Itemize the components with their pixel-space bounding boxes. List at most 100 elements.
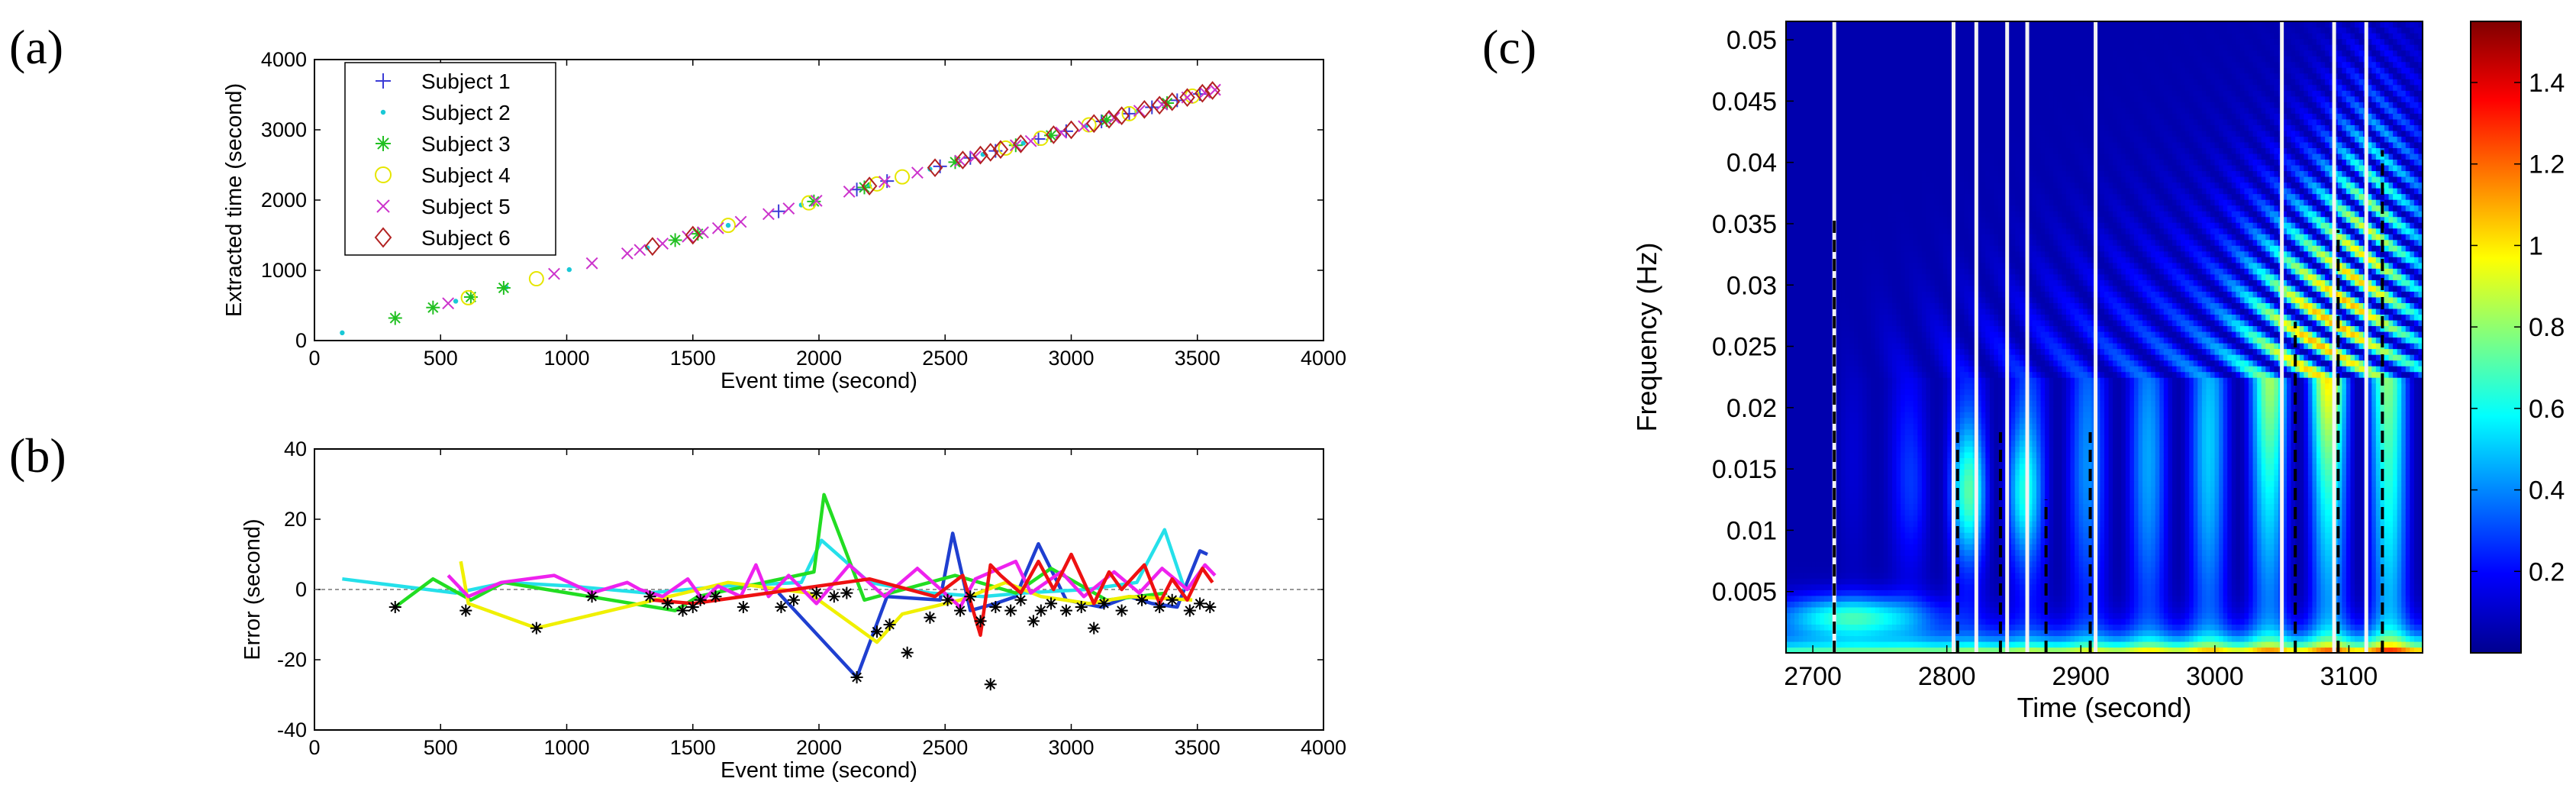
heatmap-cell xyxy=(1883,601,1889,608)
heatmap-cell xyxy=(1875,371,1880,378)
heatmap-cell xyxy=(1824,371,1830,378)
heatmap-cell xyxy=(1896,480,1901,487)
heatmap-cell xyxy=(1930,567,1936,573)
heatmap-cell xyxy=(1820,153,1825,160)
heatmap-cell xyxy=(1942,417,1948,424)
heatmap-cell xyxy=(1824,314,1830,321)
heatmap-cell xyxy=(1896,21,1901,28)
heatmap-cell xyxy=(1947,234,1952,241)
heatmap-cell xyxy=(1888,521,1893,528)
heatmap-cell xyxy=(1803,205,1808,212)
heatmap-cell xyxy=(1786,245,1791,252)
heatmap-cell xyxy=(1824,469,1830,476)
heatmap-cell xyxy=(1811,647,1817,653)
heatmap-cell xyxy=(1947,164,1952,172)
heatmap-cell xyxy=(1921,474,1927,482)
b-x-tick-label: 1500 xyxy=(670,736,716,759)
heatmap-cell xyxy=(1841,118,1846,125)
heatmap-cell xyxy=(1896,532,1901,539)
heatmap-cell xyxy=(1790,451,1795,458)
heatmap-cell xyxy=(1888,84,1893,91)
heatmap-cell xyxy=(1913,532,1918,539)
heatmap-cell xyxy=(1964,383,1969,389)
heatmap-cell xyxy=(1913,147,1918,154)
heatmap-cell xyxy=(1828,366,1833,373)
heatmap-cell xyxy=(1934,147,1939,154)
heatmap-cell xyxy=(1858,291,1863,298)
heatmap-cell xyxy=(1803,428,1808,435)
heatmap-cell xyxy=(1901,331,1906,338)
heatmap-cell xyxy=(1862,245,1868,252)
heatmap-cell xyxy=(1820,618,1825,625)
heatmap-cell xyxy=(1934,302,1939,309)
heatmap-cell xyxy=(1786,319,1791,327)
heatmap-cell xyxy=(1828,250,1833,257)
heatmap-cell xyxy=(1824,498,1830,505)
a-point-subject-6 xyxy=(927,158,943,178)
heatmap-cell xyxy=(1896,509,1901,516)
heatmap-cell xyxy=(1862,503,1868,510)
heatmap-cell xyxy=(1786,532,1791,539)
heatmap-cell xyxy=(1888,199,1893,206)
heatmap-cell xyxy=(1845,417,1850,424)
heatmap-cell xyxy=(1841,555,1846,562)
heatmap-cell xyxy=(1853,377,1859,384)
heatmap-cell xyxy=(1828,291,1833,298)
heatmap-cell xyxy=(1836,583,1842,590)
heatmap-cell xyxy=(1917,188,1923,195)
heatmap-cell xyxy=(1811,612,1817,619)
heatmap-cell xyxy=(1879,308,1884,315)
heatmap-cell xyxy=(1879,84,1884,91)
heatmap-cell xyxy=(1939,250,1944,257)
heatmap-cell xyxy=(1811,124,1817,131)
heatmap-cell xyxy=(1892,262,1897,269)
heatmap-cell xyxy=(1824,239,1830,246)
heatmap-cell xyxy=(1849,222,1855,229)
heatmap-cell xyxy=(1939,337,1944,344)
heatmap-cell xyxy=(1942,337,1948,344)
heatmap-cell xyxy=(1849,84,1855,91)
heatmap-cell xyxy=(1828,84,1833,91)
heatmap-cell xyxy=(1883,118,1889,125)
heatmap-cell xyxy=(1836,228,1842,234)
heatmap-cell xyxy=(1803,291,1808,298)
heatmap-cell xyxy=(1862,354,1868,361)
heatmap-cell xyxy=(1790,526,1795,533)
heatmap-cell xyxy=(1921,268,1927,275)
heatmap-cell xyxy=(1798,509,1804,516)
heatmap-cell xyxy=(1798,457,1804,464)
heatmap-cell xyxy=(1939,176,1944,183)
heatmap-cell xyxy=(1828,412,1833,418)
heatmap-cell xyxy=(1815,159,1821,166)
heatmap-cell xyxy=(1939,50,1944,57)
heatmap-cell xyxy=(1939,526,1944,533)
heatmap-cell xyxy=(1942,428,1948,435)
heatmap-cell xyxy=(1879,428,1884,435)
heatmap-cell xyxy=(1892,50,1897,57)
heatmap-cell xyxy=(1901,285,1906,292)
heatmap-cell xyxy=(1959,538,1965,544)
heatmap-cell xyxy=(1888,279,1893,286)
heatmap-cell xyxy=(1959,463,1965,470)
heatmap-cell xyxy=(1845,153,1850,160)
heatmap-cell xyxy=(1883,234,1889,241)
heatmap-cell xyxy=(1786,612,1791,619)
heatmap-cell xyxy=(1811,486,1817,493)
heatmap-cell xyxy=(1794,216,1800,223)
heatmap-cell xyxy=(1930,228,1936,234)
heatmap-cell xyxy=(1901,250,1906,257)
heatmap-cell xyxy=(1871,170,1876,177)
heatmap-cell xyxy=(1947,279,1952,286)
heatmap-cell xyxy=(1901,366,1906,373)
heatmap-cell xyxy=(1862,193,1868,200)
heatmap-cell xyxy=(1921,400,1927,407)
heatmap-cell xyxy=(1959,509,1965,516)
heatmap-cell xyxy=(1845,440,1850,447)
heatmap-cell xyxy=(1858,440,1863,447)
heatmap-cell xyxy=(1883,239,1889,246)
heatmap-cell xyxy=(1858,199,1863,206)
heatmap-cell xyxy=(1820,159,1825,166)
heatmap-cell xyxy=(1815,67,1821,74)
heatmap-cell xyxy=(1836,354,1842,361)
heatmap-cell xyxy=(1862,147,1868,154)
